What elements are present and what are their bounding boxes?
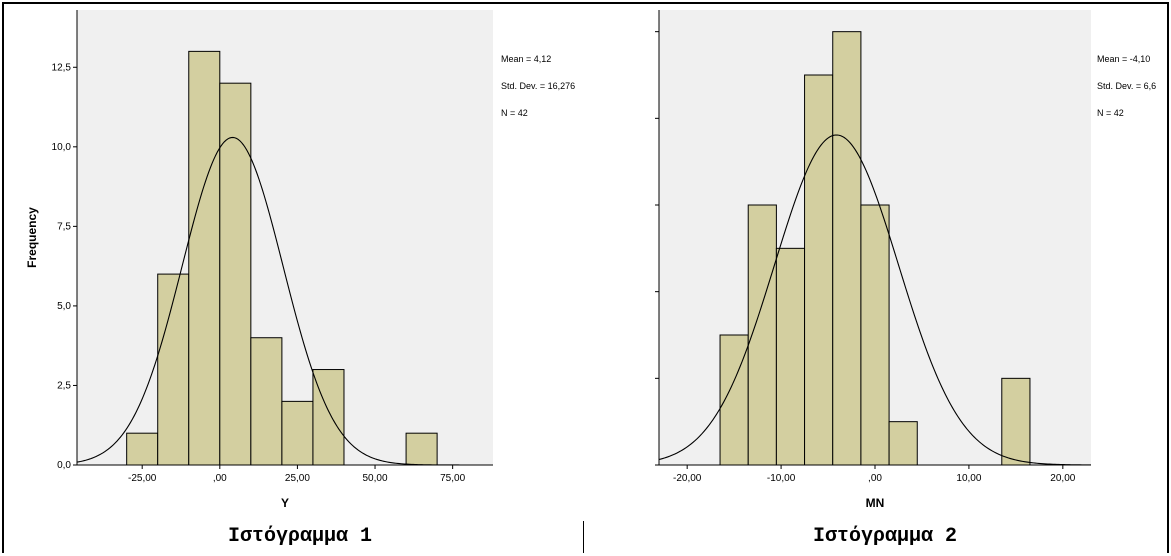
chart-2-normal-curve [658, 134, 1092, 466]
chart-2-stats-n: N = 42 [1097, 108, 1124, 118]
chart-1-y-tick-label-1: 2,5 [57, 380, 71, 391]
chart-1-y-tick-label-2: 5,0 [57, 301, 71, 312]
chart-1-y-tick-label-4: 10,0 [52, 142, 72, 153]
chart-1-stats: Mean = 4,12 Std. Dev. = 16,276 N = 42 [501, 37, 575, 127]
chart-1-bar-7 [405, 432, 438, 466]
chart-2-stats: Mean = -4,10 Std. Dev. = 6,6 N = 42 [1097, 37, 1168, 127]
chart-2-bar-4 [832, 31, 862, 466]
chart-2-x-tick-label-1: -10,00 [767, 473, 796, 484]
chart-2-x-axis-title: MN [866, 496, 885, 510]
right-border [1167, 2, 1169, 553]
chart-1-caption: Ιστόγραμμα 1 [227, 525, 373, 548]
chart-1-bar-0 [126, 432, 159, 466]
chart-1-y-tick-label-0: 0,0 [57, 460, 71, 471]
chart-2-x-tick-label-0: -20,00 [673, 473, 702, 484]
chart-1-stats-sd: Std. Dev. = 16,276 [501, 81, 576, 91]
chart-1-x-tick-label-4: 75,00 [440, 473, 465, 484]
chart-1-x-tick-label-1: ,00 [213, 473, 227, 484]
chart-1-bar-5 [281, 400, 314, 466]
chart-1-stats-mean: Mean = 4,12 [501, 54, 552, 64]
chart-2-x-tick-label-4: 20,00 [1050, 473, 1075, 484]
left-border [2, 2, 4, 553]
chart-2-x-tick-label-3: 10,00 [956, 473, 981, 484]
chart-2-stats-sd: Std. Dev. = 6,6 [1097, 81, 1157, 91]
chart-2-bar-3 [804, 74, 834, 466]
chart-2-bar-5 [860, 204, 890, 466]
chart-1-stats-n: N = 42 [501, 108, 528, 118]
caption-divider [583, 521, 584, 553]
chart-2-bar-6 [888, 421, 918, 466]
chart-2-caption: Ιστόγραμμα 2 [812, 525, 958, 548]
chart-1-y-axis-title: Frequency [25, 207, 39, 268]
chart-1-bar-2 [188, 50, 221, 466]
chart-1-x-tick-label-2: 25,00 [285, 473, 310, 484]
chart-1-x-tick-label-0: -25,00 [128, 473, 157, 484]
chart-1-y-tick-label-3: 7,5 [57, 221, 71, 232]
chart-2-x-tick-label-2: ,00 [868, 473, 882, 484]
chart-1-y-tick-label-5: 12,5 [52, 62, 72, 73]
chart-2-bar-7 [1001, 377, 1031, 466]
chart-1-bar-4 [250, 337, 283, 466]
chart-1-x-axis-title: Y [281, 496, 289, 510]
chart-1-bar-3 [219, 82, 252, 466]
chart-1-plot-area [77, 10, 493, 465]
chart-2-bar-2 [775, 247, 806, 466]
chart-1-x-tick-label-3: 50,00 [363, 473, 388, 484]
chart-2-stats-mean: Mean = -4,10 [1097, 54, 1151, 64]
